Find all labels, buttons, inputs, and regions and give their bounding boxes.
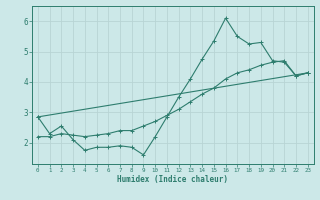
X-axis label: Humidex (Indice chaleur): Humidex (Indice chaleur) [117,175,228,184]
